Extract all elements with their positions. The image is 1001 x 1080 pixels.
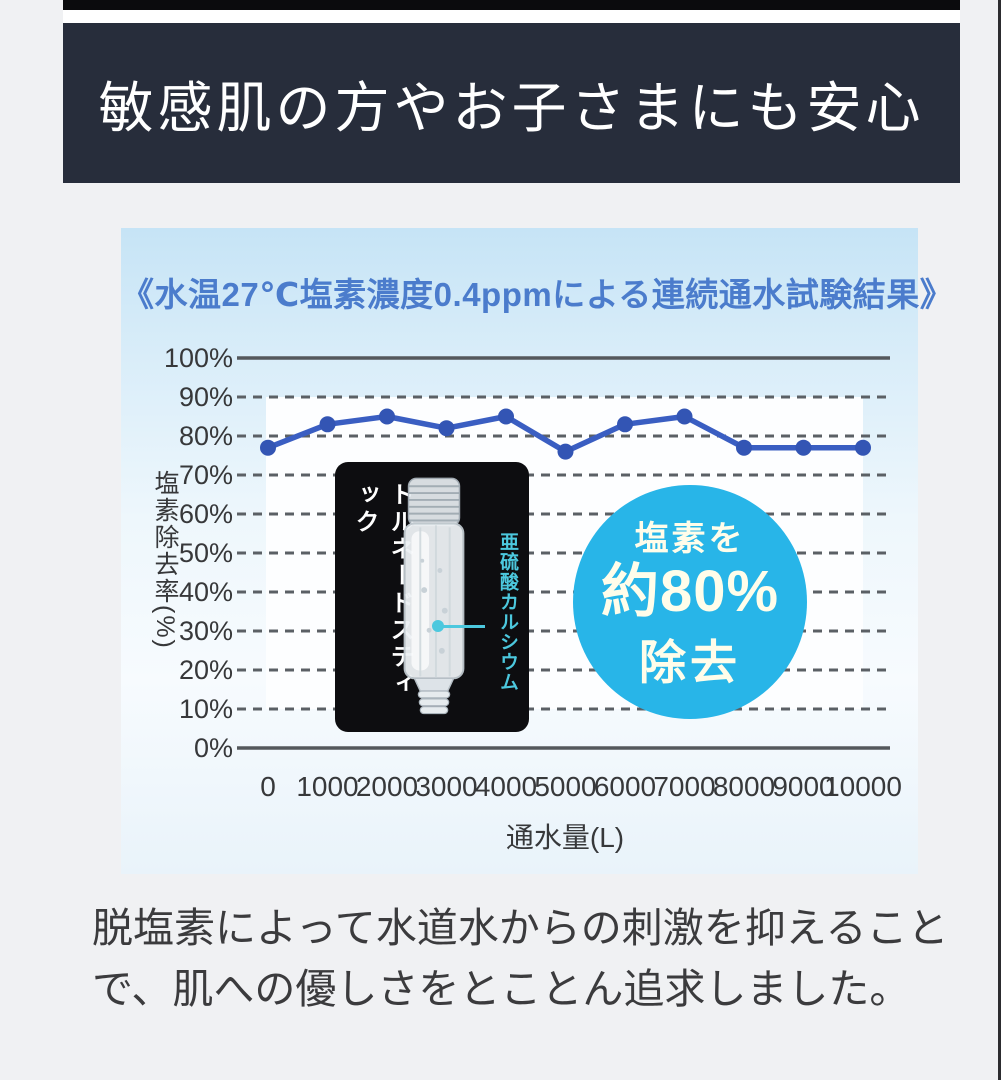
y-tick-label: 40%	[179, 577, 233, 607]
ingredient-label-vertical: 亜硫酸カルシウム	[497, 532, 518, 692]
stick-body	[403, 522, 465, 680]
x-tick-label: 5000	[534, 771, 596, 802]
header-banner: 敏感肌の方やお子さまにも安心	[63, 0, 960, 183]
banner-title-block: 敏感肌の方やお子さまにも安心	[63, 23, 960, 183]
data-point-marker	[438, 420, 455, 437]
y-tick-label: 70%	[179, 460, 233, 490]
tornado-stick-image	[403, 477, 465, 715]
x-tick-label: 3000	[415, 771, 477, 802]
badge-line2: 約80%	[600, 558, 780, 624]
chart-title: 《水温27℃塩素濃度0.4ppmによる連続通水試験結果》	[121, 276, 954, 313]
data-point-marker	[498, 408, 514, 425]
right-edge-border	[998, 0, 1001, 1080]
stick-cap	[407, 477, 461, 527]
data-point-marker	[855, 439, 871, 456]
x-tick-label: 8000	[713, 771, 775, 802]
data-point-marker	[736, 439, 752, 456]
x-tick-label: 1000	[296, 771, 358, 802]
banner-title: 敏感肌の方やお子さまにも安心	[98, 77, 925, 139]
data-point-marker	[676, 408, 693, 425]
description-text: 脱塩素によって水道水からの刺激を抑えること で、肌への優しさをとことん追求しまし…	[92, 898, 972, 1019]
banner-top-strip	[63, 0, 960, 10]
stick-thread-connector	[413, 677, 455, 715]
x-tick-label: 2000	[356, 771, 418, 802]
y-axis-title: 塩素除去率(%)	[151, 470, 179, 650]
data-point-marker	[260, 439, 276, 456]
y-tick-label: 30%	[179, 616, 233, 646]
data-point-marker	[557, 443, 574, 460]
x-axis-title: 通水量(L)	[505, 822, 625, 853]
x-tick-label: 6000	[594, 771, 656, 802]
ingredient-callout-line	[437, 625, 485, 628]
chlorine-removal-badge: 塩素を 約80% 除去	[573, 485, 807, 719]
x-tick-label: 7000	[653, 771, 715, 802]
data-point-marker	[379, 408, 395, 425]
y-tick-label: 100%	[164, 343, 233, 373]
ingredient-callout-dot	[432, 620, 444, 632]
y-tick-label: 0%	[194, 733, 233, 763]
y-tick-label: 60%	[179, 499, 233, 529]
badge-line1: 塩素を	[634, 519, 746, 558]
description-line2: で、肌への優しさをとことん追求しました。	[92, 965, 911, 1012]
y-tick-label: 50%	[179, 538, 233, 568]
data-point-marker	[617, 416, 633, 433]
x-tick-label: 4000	[475, 771, 537, 802]
y-tick-label: 90%	[179, 382, 233, 412]
y-tick-label: 80%	[179, 421, 233, 451]
x-tick-label: 10000	[824, 771, 902, 802]
y-tick-label: 10%	[179, 694, 233, 724]
data-point-marker	[795, 439, 812, 456]
chart-panel: 《水温27℃塩素濃度0.4ppmによる連続通水試験結果》 100% 90% 80% 7…	[121, 228, 954, 874]
badge-line3: 除去	[639, 636, 741, 690]
product-callout-box: トルネードスティック	[335, 462, 529, 732]
data-point-marker	[319, 416, 336, 433]
banner-white-gap	[63, 10, 960, 23]
y-tick-label: 20%	[179, 655, 233, 685]
x-tick-label: 9000	[772, 771, 834, 802]
description-line1: 脱塩素によって水道水からの刺激を抑えること	[92, 905, 949, 951]
x-tick-label: 0	[260, 771, 276, 802]
